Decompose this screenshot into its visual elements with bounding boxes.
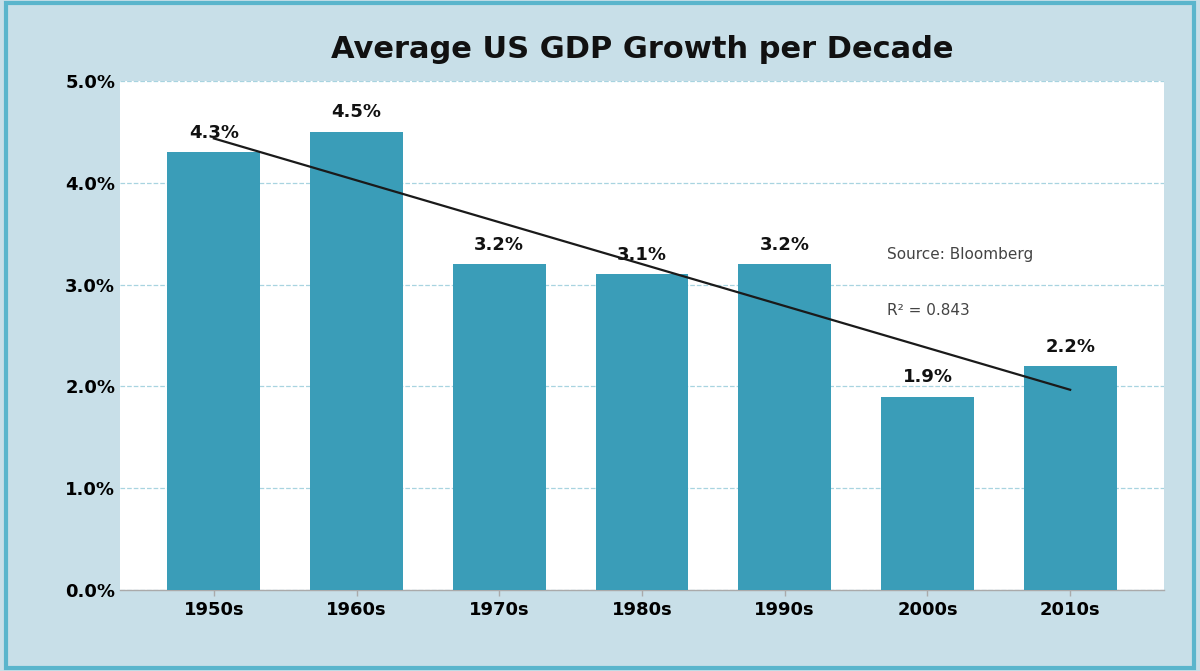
Bar [452, 264, 546, 590]
Text: 4.5%: 4.5% [331, 103, 382, 121]
Title: Average US GDP Growth per Decade: Average US GDP Growth per Decade [331, 36, 953, 64]
Bar [595, 274, 689, 590]
Text: R² = 0.843: R² = 0.843 [887, 303, 970, 318]
Text: 3.1%: 3.1% [617, 246, 667, 264]
Text: 3.2%: 3.2% [760, 236, 810, 254]
Text: 3.2%: 3.2% [474, 236, 524, 254]
Bar [168, 152, 260, 590]
Text: 1.9%: 1.9% [902, 368, 953, 386]
Bar [1024, 366, 1116, 590]
Text: Source: Bloomberg: Source: Bloomberg [887, 247, 1033, 262]
Bar [738, 264, 832, 590]
Text: 2.2%: 2.2% [1045, 338, 1096, 356]
Bar [881, 397, 974, 590]
Bar [310, 132, 403, 590]
Text: 4.3%: 4.3% [188, 123, 239, 142]
